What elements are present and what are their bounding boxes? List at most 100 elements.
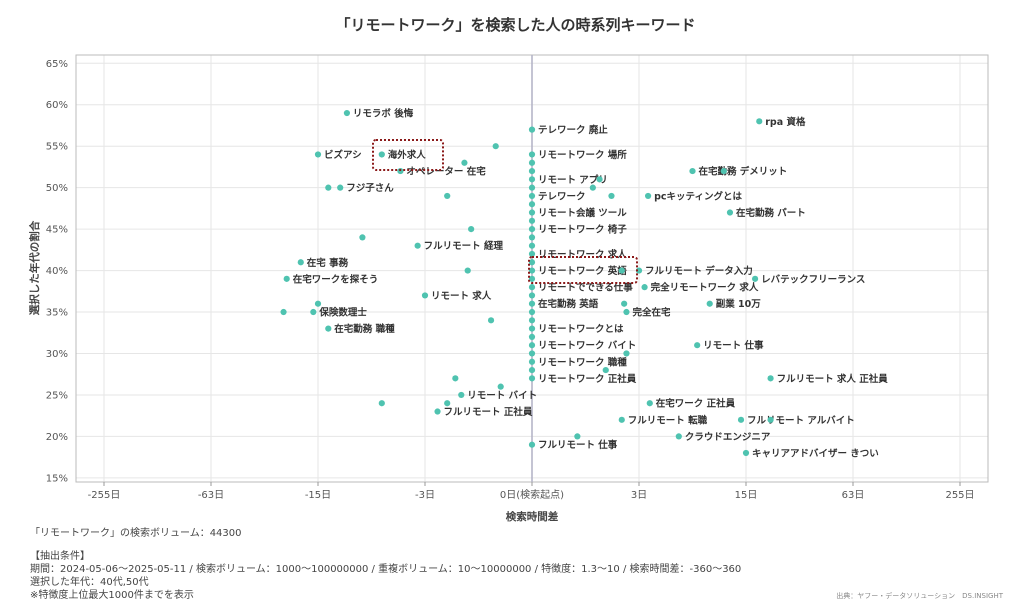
- data-label: フルリモート 経理: [424, 240, 504, 252]
- data-point: [623, 308, 630, 316]
- y-axis-label: 選択した年代の割合: [28, 220, 41, 315]
- data-point: [528, 375, 536, 382]
- data-label: 在宅勤務 英語: [538, 298, 599, 310]
- y-tick-label: 15%: [46, 473, 68, 484]
- data-point: [528, 151, 536, 158]
- data-point: [444, 400, 451, 407]
- data-point: [767, 375, 774, 382]
- data-point: [528, 342, 536, 349]
- data-point: [675, 433, 682, 440]
- data-point: [621, 300, 628, 307]
- data-point: [751, 275, 759, 282]
- data-point: [528, 201, 536, 208]
- data-label: rpa 資格: [765, 116, 806, 128]
- y-tick-label: 50%: [46, 183, 68, 194]
- data-label: 保険数理士: [318, 307, 367, 319]
- data-point: [528, 209, 536, 216]
- data-point: [528, 250, 536, 258]
- data-point: [694, 342, 701, 349]
- data-point: [528, 325, 536, 332]
- data-label: ビズアシ: [324, 149, 362, 161]
- data-point: [359, 234, 366, 241]
- data-point: [528, 176, 536, 183]
- data-point: [464, 267, 471, 274]
- data-label: クラウドエンジニア: [685, 432, 771, 443]
- data-point: [767, 416, 774, 423]
- data-point: [689, 167, 696, 175]
- data-point: [444, 192, 451, 200]
- data-point: [528, 167, 536, 175]
- footer-age: 選択した年代：40代,50代: [30, 577, 149, 588]
- data-point: [297, 259, 304, 266]
- data-point: [528, 284, 536, 291]
- data-point: [528, 300, 536, 307]
- data-point: [528, 234, 536, 241]
- data-label: リモート 仕事: [703, 340, 764, 352]
- x-tick-label: -63日: [198, 490, 224, 501]
- data-label: レバテックフリーランス: [761, 273, 865, 285]
- data-label: テレワーク 廃止: [538, 124, 608, 136]
- data-point: [528, 226, 536, 233]
- data-point: [325, 184, 332, 191]
- data-point: [756, 118, 763, 125]
- y-axis-ticks: 15% 20% 25% 30% 35% 40% 45% 50% 55% 60% 65%: [46, 59, 68, 485]
- data-label: フルリモート データ入力: [645, 265, 753, 277]
- data-point: [528, 358, 536, 365]
- data-point: [644, 192, 652, 200]
- data-point: [310, 308, 317, 316]
- data-point: [434, 408, 441, 415]
- y-tick-label: 35%: [46, 308, 68, 319]
- data-point: [528, 317, 536, 324]
- data-label: 在宅ワークを探そう: [293, 273, 379, 285]
- data-point: [421, 292, 429, 299]
- data-point: [487, 317, 495, 324]
- highlight-box-overseas-jobs: [372, 139, 444, 171]
- x-tick-label: 63日: [842, 490, 865, 501]
- data-point: [461, 159, 468, 166]
- data-point: [742, 449, 750, 457]
- data-point: [706, 300, 713, 307]
- data-label: 在宅勤務 職種: [334, 323, 395, 335]
- data-point: [618, 416, 625, 423]
- data-point: [497, 383, 504, 390]
- x-tick-label: -3日: [415, 490, 435, 501]
- data-point: [458, 391, 465, 399]
- data-label: リモートワーク 椅子: [538, 224, 627, 236]
- data-point: [528, 267, 536, 274]
- data-point: [528, 366, 536, 374]
- data-label: 在宅勤務 デメリット: [699, 166, 788, 178]
- data-point: [737, 416, 745, 423]
- data-point: [414, 242, 421, 249]
- data-point: [596, 176, 603, 183]
- chart-title: 「リモートワーク」を検索した人の時系列キーワード: [335, 16, 696, 34]
- x-tick-label: 3日: [631, 490, 647, 501]
- highlight-box-remote-english: [528, 256, 638, 284]
- data-label: リモート バイト: [467, 389, 537, 401]
- data-point: [608, 192, 615, 200]
- data-label: リモート会議 ツール: [538, 207, 627, 219]
- x-tick-label: -15日: [305, 490, 331, 501]
- x-axis-label: 検索時間差: [506, 510, 559, 523]
- y-tick-label: 30%: [46, 349, 68, 360]
- data-point: [528, 242, 536, 249]
- data-label: オペレーター 在宅: [406, 166, 486, 178]
- data-point: [492, 143, 499, 150]
- data-point: [528, 126, 536, 133]
- data-point: [528, 292, 536, 299]
- data-point: [528, 259, 536, 266]
- data-label: リモートワークとは: [538, 324, 624, 335]
- data-point: [452, 375, 459, 382]
- data-point: [314, 300, 322, 307]
- data-label: リモート アプリ: [538, 174, 608, 186]
- y-tick-label: 45%: [46, 225, 68, 236]
- data-label: 在宅 事務: [307, 257, 349, 269]
- data-label: リモートワーク 職種: [538, 356, 627, 368]
- data-point: [314, 151, 322, 158]
- data-point: [646, 400, 653, 407]
- data-point: [528, 308, 536, 316]
- data-label: 完全在宅: [632, 307, 671, 319]
- data-label: 副業 10万: [716, 298, 762, 310]
- data-point: [641, 284, 648, 291]
- footer-conditions: 期間：2024-05-06～2025-05-11 / 検索ボリューム：1000～…: [30, 564, 742, 575]
